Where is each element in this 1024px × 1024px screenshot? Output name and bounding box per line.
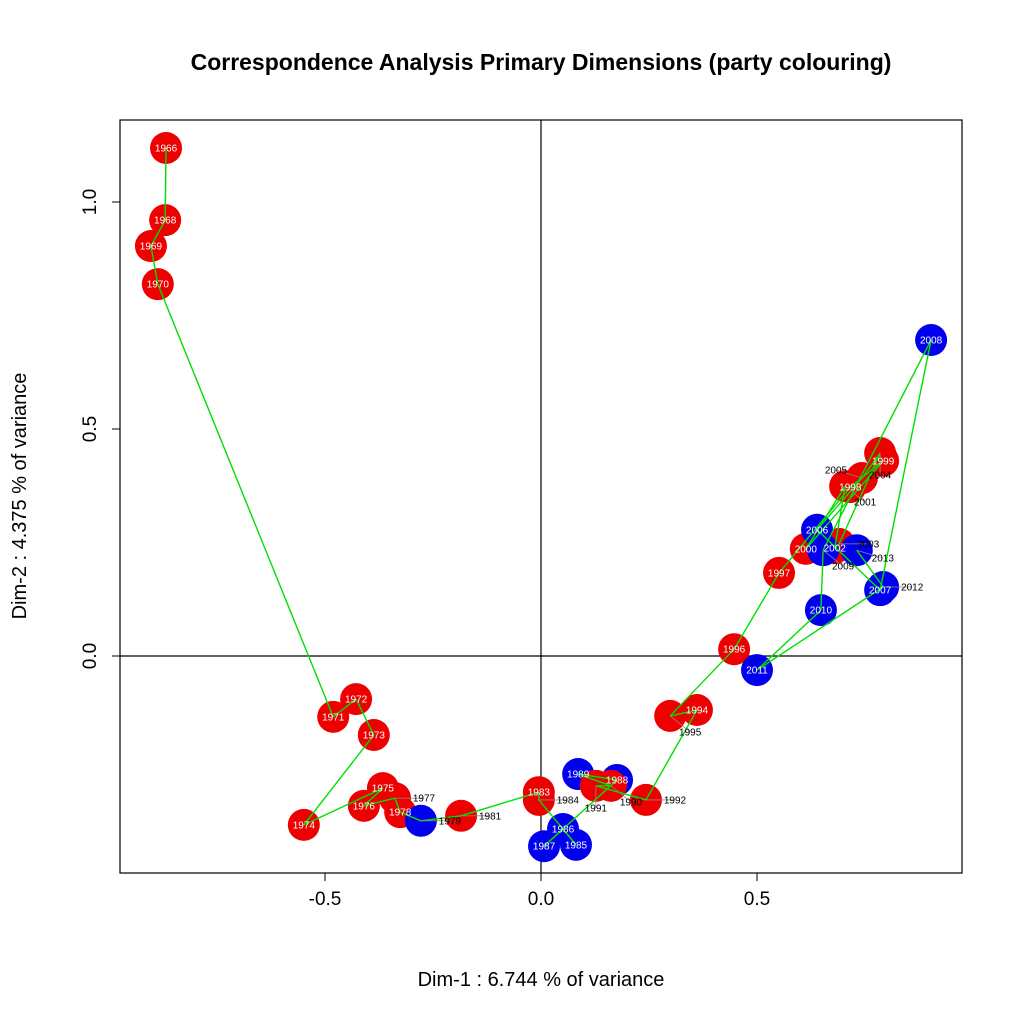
label-leader-line xyxy=(835,469,863,479)
point-label: 1996 xyxy=(723,645,746,656)
path-segment-1991-1992 xyxy=(595,785,647,801)
point-label: 1988 xyxy=(606,775,629,786)
path-segment-2011-2012 xyxy=(756,586,884,671)
path-segment-1973-1974 xyxy=(303,734,375,826)
path-segment-1977-1978 xyxy=(394,797,401,813)
label-leader-line xyxy=(856,549,883,559)
point-label: 1997 xyxy=(768,568,791,579)
label-leader-line xyxy=(610,785,632,803)
y-axis-label: Dim-2 : 4.375 % of variance xyxy=(9,373,31,620)
path-segment-1997-1998 xyxy=(778,486,851,574)
path-segment-1996-1997 xyxy=(733,572,780,650)
path-segment-2000-2001 xyxy=(805,485,846,550)
point-label: 1970 xyxy=(147,280,170,291)
path-segment-2007-2008 xyxy=(879,339,932,591)
path-segment-1974-1975 xyxy=(303,787,384,826)
path-segment-2010-2011 xyxy=(756,609,822,671)
point-label: 2001 xyxy=(854,498,877,509)
point-label: 1992 xyxy=(664,795,687,806)
point-label: 1977 xyxy=(413,794,436,805)
path-segment-1966-1968 xyxy=(164,147,167,221)
x-axis-label: Dim-1 : 6.744 % of variance xyxy=(418,969,665,991)
point-label: 1986 xyxy=(552,824,575,835)
point-label: 1976 xyxy=(353,801,376,812)
x-tick-label: 0.0 xyxy=(528,889,554,910)
point-label: 2013 xyxy=(872,554,895,565)
path-segment-2012-2013 xyxy=(856,549,884,588)
chart-title: Correspondence Analysis Primary Dimensio… xyxy=(191,49,892,75)
point-label: 1969 xyxy=(140,242,163,253)
point-label: 2003 xyxy=(857,539,880,550)
point-label: 2002 xyxy=(824,543,847,554)
point-label: 1990 xyxy=(620,797,643,808)
point-label: 1995 xyxy=(679,727,702,738)
path-segment-2005-2006 xyxy=(816,477,863,531)
path-segment-1985-1986 xyxy=(562,828,577,846)
point-label: 1998 xyxy=(839,483,862,494)
path-segment-1969-1970 xyxy=(150,245,159,285)
point-label: 2010 xyxy=(810,606,833,617)
point-label: 1975 xyxy=(372,784,395,795)
point-label: 1971 xyxy=(322,712,345,723)
point-label: 1968 xyxy=(154,216,177,227)
path-segment-1987-1988 xyxy=(543,779,618,847)
point-label: 1985 xyxy=(565,840,588,851)
point-label: 1979 xyxy=(439,816,462,827)
point-label: 1991 xyxy=(585,803,608,814)
y-tick-label: 1.0 xyxy=(80,189,101,215)
path-segment-1989-1990 xyxy=(577,773,612,787)
path-segment-1971-1972 xyxy=(332,698,357,718)
point-label: 1972 xyxy=(345,695,368,706)
point-label: 1966 xyxy=(155,143,178,154)
point-label: 2007 xyxy=(869,586,892,597)
point-label: 2009 xyxy=(832,562,855,573)
point-label: 1989 xyxy=(567,770,590,781)
path-segment-1976-1977 xyxy=(363,797,396,807)
point-label: 2004 xyxy=(869,471,892,482)
path-segment-1968-1969 xyxy=(150,219,166,247)
path-segment-2004-2005 xyxy=(861,452,881,479)
path-segment-1995-1996 xyxy=(669,648,735,717)
label-leader-line xyxy=(844,485,866,503)
point-label: 2000 xyxy=(795,544,818,555)
point-label: 1983 xyxy=(528,788,551,799)
path-segment-1992-1994 xyxy=(645,709,698,801)
path-segment-2009-2010 xyxy=(820,550,824,611)
path-segment-1994-1995 xyxy=(670,709,698,717)
path-segment-1979-1981 xyxy=(420,815,462,822)
point-label: 1999 xyxy=(872,456,895,467)
y-tick-label: 0.5 xyxy=(80,416,101,442)
point-label: 1987 xyxy=(533,842,556,853)
label-leader-line xyxy=(822,549,844,567)
point-label: 2008 xyxy=(920,336,943,347)
point-label: 2011 xyxy=(746,666,768,677)
path-segment-2003-2004 xyxy=(838,452,881,545)
point-label: 1973 xyxy=(363,730,386,741)
label-leader-line xyxy=(669,715,691,733)
point-label: 2006 xyxy=(806,525,829,536)
path-segment-1972-1973 xyxy=(355,698,375,736)
point-label: 2005 xyxy=(825,466,848,477)
path-segment-1988-1989 xyxy=(578,773,618,781)
point-label: 1978 xyxy=(389,808,412,819)
path-segment-1981-1983 xyxy=(460,791,540,817)
point-label: 1974 xyxy=(293,820,316,831)
point-label: 1981 xyxy=(479,811,502,822)
path-segment-2006-2007 xyxy=(816,529,881,591)
path-segment-1978-1979 xyxy=(399,811,422,822)
x-tick-label: 0.5 xyxy=(744,889,770,910)
path-segment-1970-1971 xyxy=(157,283,334,718)
point-label: 1994 xyxy=(686,706,709,717)
y-tick-label: 0.0 xyxy=(80,643,101,669)
path-segment-1975-1976 xyxy=(363,787,384,807)
path-segment-2008-2009 xyxy=(822,339,932,551)
path-segment-1998-1999 xyxy=(849,460,884,488)
point-label: 1984 xyxy=(557,795,580,806)
point-label: 2012 xyxy=(901,582,924,593)
x-tick-label: -0.5 xyxy=(309,889,342,910)
